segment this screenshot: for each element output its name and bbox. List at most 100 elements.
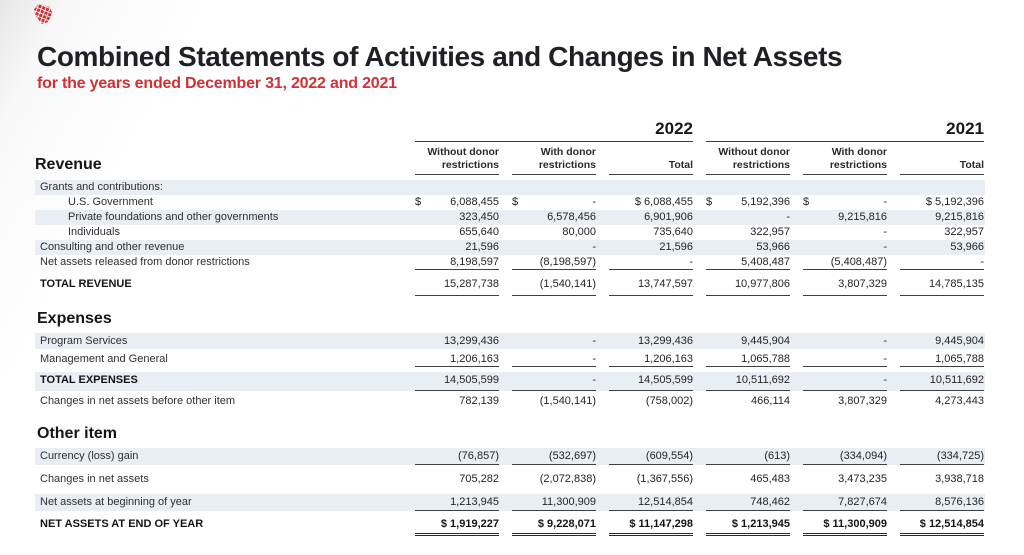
table-row: Net assets released from donor restricti…: [35, 255, 985, 270]
section-revenue: Grants and contributions: U.S. Government…: [35, 180, 985, 296]
amount-cell: -: [803, 351, 887, 367]
amount-cell: (532,697): [512, 448, 596, 465]
colheader-2021-without-donor: Without donor restrictions: [706, 146, 790, 175]
row-label: Private foundations and other government…: [68, 211, 279, 223]
amount-cell: -: [883, 241, 887, 253]
amount-cell: [803, 180, 887, 195]
amount-cell: 7,827,674: [803, 494, 887, 511]
amount-cell: 10,511,692: [900, 372, 984, 391]
amount-cell: 1,206,163: [415, 351, 499, 367]
brand-logo-icon: [34, 4, 53, 24]
amount-cell: 14,785,135: [900, 276, 984, 296]
column-header-row: Revenue Without donor restrictions With …: [35, 146, 985, 175]
year-header-2021: 2021: [706, 119, 984, 142]
amount-cell: 11,300,909: [512, 494, 596, 511]
table-row: Consulting and other revenue 21,596 - 21,59…: [35, 240, 985, 255]
amount-cell: -: [512, 372, 596, 391]
table-row: Management and General 1,206,163-1,206,16…: [35, 351, 985, 367]
amount-cell: -: [512, 351, 596, 367]
table-row: TOTAL REVENUE 15,287,738 (1,540,141) 13,747…: [35, 276, 985, 296]
amount-cell: 13,299,436: [443, 335, 499, 347]
amount-cell: 21,596: [659, 241, 693, 253]
row-label: Program Services: [40, 335, 128, 347]
table-row: Net assets at beginning of year 1,213,945…: [35, 494, 985, 511]
amount-cell: 782,139: [459, 395, 499, 407]
amount-cell: (8,198,597): [512, 255, 596, 270]
amount-cell: (334,725): [900, 448, 984, 465]
page-subtitle: for the years ended December 31, 2022 an…: [37, 75, 397, 92]
amount-cell: (758,002): [645, 395, 693, 407]
amount-cell: 6,578,456: [547, 211, 596, 223]
year-header-2022: 2022: [415, 119, 693, 142]
amount-cell: 9,445,904: [741, 335, 790, 347]
amount-cell: -: [592, 241, 596, 253]
section-expenses: Program Services 13,299,436 - 13,299,436 9,4…: [35, 333, 985, 409]
amount-cell: 322,957: [944, 226, 984, 238]
amount-cell: 748,462: [706, 494, 790, 511]
amount-cell: (1,367,556): [636, 473, 693, 485]
section-header-revenue: Revenue: [35, 156, 102, 173]
page-title: Combined Statements of Activities and Ch…: [37, 41, 843, 72]
colheader-2022-without-donor: Without donor restrictions: [415, 146, 499, 175]
amount-cell: 14,505,599: [415, 372, 499, 391]
amount-cell: $6,088,455: [415, 196, 499, 208]
row-label: Net assets at beginning of year: [40, 496, 192, 508]
row-label: Net assets released from donor restricti…: [40, 256, 250, 268]
colheader-2021-with-donor: With donor restrictions: [803, 146, 887, 175]
amount-cell: 1,065,788: [900, 351, 984, 367]
amount-cell: $ 11,147,298: [609, 516, 693, 536]
amount-cell: -: [883, 226, 887, 238]
amount-cell: 1,206,163: [609, 351, 693, 367]
amount-cell: -: [883, 335, 887, 347]
amount-cell: 466,114: [751, 395, 790, 407]
row-label: U.S. Government: [68, 196, 153, 208]
amount-cell: -: [803, 372, 887, 391]
amount-cell: 9,445,904: [935, 335, 984, 347]
amount-cell: 4,273,443: [935, 395, 984, 407]
amount-cell: 8,198,597: [415, 255, 499, 270]
amount-cell: 323,450: [459, 211, 499, 223]
amount-cell: (613): [706, 448, 790, 465]
row-label: Grants and contributions:: [40, 181, 163, 193]
table-row: Currency (loss) gain (76,857) (532,697) (60…: [35, 448, 985, 465]
amount-cell: (334,094): [803, 448, 887, 465]
section-header-other-item: Other item: [37, 425, 118, 442]
amount-cell: [706, 180, 790, 195]
amount-cell: -: [592, 335, 596, 347]
amount-cell: 53,966: [950, 241, 984, 253]
amount-cell: [415, 180, 499, 195]
table-row: Grants and contributions:: [35, 180, 985, 195]
amount-cell: 10,977,806: [706, 276, 790, 296]
amount-cell: -: [609, 255, 693, 270]
table-row: NET ASSETS AT END OF YEAR $ 1,919,227 $ 9,…: [35, 516, 985, 536]
amount-cell: $ 11,300,909: [803, 516, 887, 536]
amount-cell: 9,215,816: [838, 211, 887, 223]
amount-cell: [609, 180, 693, 195]
amount-cell: 9,215,816: [935, 211, 984, 223]
amount-cell: 465,483: [750, 473, 790, 485]
amount-cell: 8,576,136: [900, 494, 984, 511]
table-row: Private foundations and other government…: [35, 210, 985, 225]
amount-cell: 1,213,945: [415, 494, 499, 511]
colheader-2022-with-donor: With donor restrictions: [512, 146, 596, 175]
amount-cell: 10,511,692: [706, 372, 790, 391]
amount-cell: $ 5,192,396: [925, 196, 984, 208]
amount-cell: (609,554): [609, 448, 693, 465]
table-row: TOTAL EXPENSES 14,505,599-14,505,599 10,51…: [35, 372, 985, 391]
amount-cell: 3,807,329: [838, 395, 887, 407]
row-label: TOTAL EXPENSES: [40, 374, 138, 386]
amount-cell: [900, 180, 984, 195]
amount-cell: 3,938,718: [935, 473, 984, 485]
amount-cell: $ 12,514,854: [900, 516, 984, 536]
amount-cell: 735,640: [653, 226, 693, 238]
column-header-spacer: Revenue: [35, 156, 402, 175]
table-row: Changes in net assets before other item 7…: [35, 393, 985, 409]
amount-cell: 53,966: [756, 241, 790, 253]
amount-cell: $ -: [803, 196, 887, 208]
amount-cell: 80,000: [562, 226, 596, 238]
amount-cell: 12,514,854: [609, 494, 693, 511]
amount-cell: 3,807,329: [803, 276, 887, 296]
row-label: Consulting and other revenue: [40, 241, 185, 253]
row-label: Currency (loss) gain: [40, 450, 139, 462]
colheader-2021-total: Total: [900, 159, 984, 175]
